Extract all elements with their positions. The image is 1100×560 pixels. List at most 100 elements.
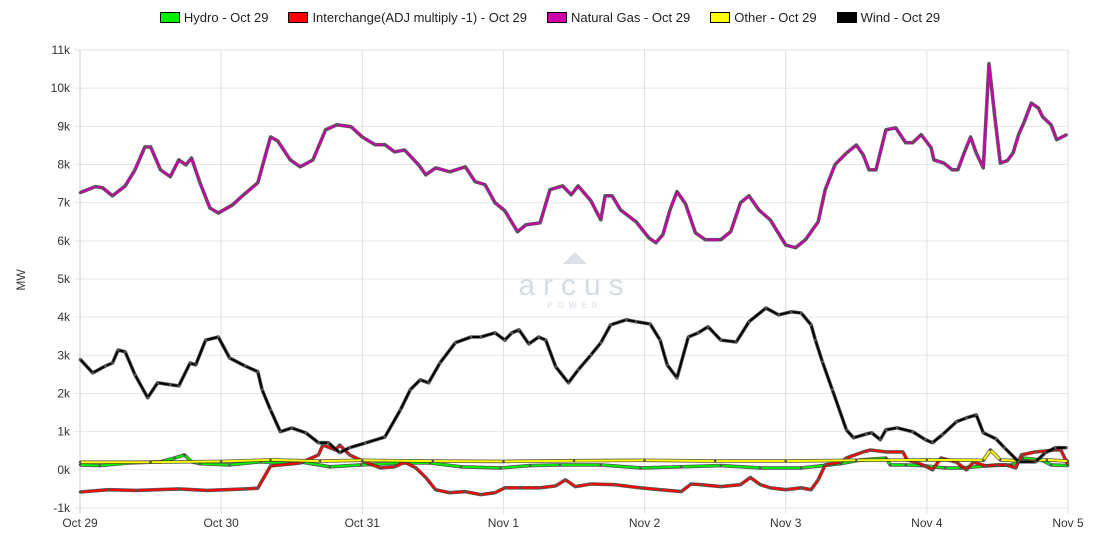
legend-item-wind[interactable]: Wind - Oct 29 <box>836 10 940 25</box>
data-point <box>862 450 865 454</box>
data-point <box>569 193 573 196</box>
data-point <box>538 486 542 490</box>
data-point <box>393 150 397 154</box>
data-point <box>517 328 521 332</box>
data-point <box>558 463 562 467</box>
data-point <box>904 463 907 467</box>
data-point <box>434 166 437 170</box>
data-point <box>219 460 223 463</box>
data-point <box>794 246 797 250</box>
data-point <box>599 341 603 345</box>
y-tick-label: 7k <box>57 196 71 210</box>
data-point <box>969 135 972 139</box>
data-point <box>464 490 467 493</box>
data-point <box>854 458 858 462</box>
data-point <box>862 153 865 157</box>
data-point <box>256 486 260 490</box>
data-point <box>931 441 934 445</box>
data-point <box>483 183 487 187</box>
data-point <box>1017 460 1020 464</box>
data-point <box>399 408 402 412</box>
data-point <box>809 323 813 327</box>
data-point <box>924 438 927 441</box>
data-point <box>956 168 960 172</box>
chart-legend: Hydro - Oct 29 Interchange(ADJ multiply … <box>0 10 1100 25</box>
legend-item-interchange[interactable]: Interchange(ADJ multiply -1) - Oct 29 <box>288 10 527 25</box>
data-point <box>747 320 751 324</box>
data-point <box>576 368 580 372</box>
data-point <box>852 436 855 440</box>
data-point <box>1041 115 1044 119</box>
data-point <box>1065 446 1068 449</box>
data-point <box>1011 151 1015 155</box>
data-point <box>675 190 679 193</box>
data-point <box>925 458 929 462</box>
data-point <box>603 194 607 198</box>
data-point <box>830 388 834 391</box>
data-point <box>719 338 723 342</box>
data-point <box>1044 451 1047 454</box>
data-point <box>527 342 531 346</box>
data-point <box>537 335 541 339</box>
data-point <box>567 381 570 385</box>
data-point <box>643 458 646 462</box>
data-point <box>564 478 567 482</box>
data-point <box>503 209 507 212</box>
data-point <box>867 168 871 172</box>
series-2 <box>78 61 1068 250</box>
y-axis-label: MW <box>14 269 28 291</box>
data-point <box>1034 460 1037 464</box>
legend-label: Hydro - Oct 29 <box>183 10 269 25</box>
data-point <box>493 201 497 204</box>
data-point <box>965 468 968 472</box>
data-point <box>190 156 193 160</box>
arcus-power-watermark: arcus POWER <box>518 252 624 310</box>
series-line-outline <box>78 306 1067 464</box>
legend-item-other[interactable]: Other - Oct 29 <box>710 10 817 25</box>
data-point <box>149 460 152 464</box>
data-point <box>516 230 519 233</box>
x-tick-label: Nov 2 <box>629 516 661 530</box>
data-point <box>528 464 532 467</box>
y-tick-label: 11k <box>52 43 71 57</box>
data-point <box>111 361 114 365</box>
data-point <box>228 356 231 360</box>
data-point <box>1003 446 1006 449</box>
data-point <box>177 487 181 491</box>
series-line[interactable] <box>79 62 1068 249</box>
x-tick-label: Oct 29 <box>62 516 98 530</box>
data-point <box>243 364 247 368</box>
data-point <box>982 431 985 435</box>
data-point <box>338 443 342 447</box>
data-point <box>431 459 435 463</box>
data-point <box>198 181 202 185</box>
data-point <box>757 208 761 212</box>
data-point <box>424 173 428 177</box>
legend-label: Interchange(ADJ multiply -1) - Oct 29 <box>312 10 528 25</box>
data-point <box>823 463 827 467</box>
data-point <box>228 463 231 467</box>
legend-item-hydro[interactable]: Hydro - Oct 29 <box>159 10 269 25</box>
data-point <box>317 441 320 445</box>
data-point <box>993 113 996 117</box>
data-point <box>459 465 463 469</box>
data-point <box>548 188 552 191</box>
data-point <box>205 489 209 492</box>
legend-item-natural-gas[interactable]: Natural Gas - Oct 29 <box>547 10 690 25</box>
data-point <box>290 426 294 430</box>
data-point <box>994 437 998 441</box>
series-line[interactable] <box>80 449 1069 464</box>
series-line[interactable] <box>79 307 1067 463</box>
data-point <box>679 465 683 469</box>
data-point <box>648 322 652 326</box>
data-point <box>493 491 497 495</box>
data-point <box>994 463 998 467</box>
data-point <box>814 338 817 342</box>
data-point <box>256 370 260 374</box>
data-point <box>878 438 882 441</box>
data-point <box>217 211 220 215</box>
data-point <box>694 231 697 235</box>
y-tick-label: 0k <box>57 463 71 477</box>
data-point <box>383 435 387 439</box>
data-point <box>703 238 707 241</box>
